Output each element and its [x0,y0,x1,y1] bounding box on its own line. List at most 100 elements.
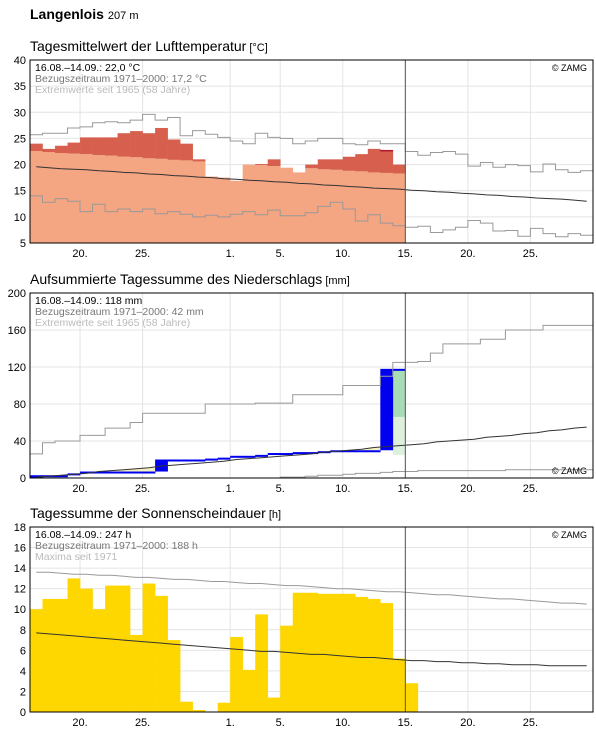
sunshine-bar [192,709,206,712]
temperature-bar-warm [92,137,106,156]
precipitation-unit: [mm] [325,275,350,287]
temperature-bar-warm [267,159,281,167]
precip-bar [130,471,143,474]
temperature-bar [392,173,406,243]
info-period-value: 16.08.–14.09.: 118 mm [35,295,142,307]
precip-surplus-light [392,445,406,455]
temperature-bar [230,180,243,243]
temperature-bar [217,177,231,243]
info-reference-period: Bezugszeitraum 1971–2000: 42 mm [35,306,204,318]
temperature-bar [280,167,294,243]
sunshine-bar [80,588,93,712]
temperature-chart: 40 35 30 25 20 15 10 5 20. 25. 1. 5. 10. 15. 20. 25. 16.… [14,55,594,260]
temperature-bar-warm [330,159,344,170]
temperature-bar [180,160,193,243]
precip-bar [55,475,68,478]
x-tick-label: 5. [276,717,285,729]
info-period-value: 16.08.–14.09.: 22,0 °C [35,62,141,74]
temperature-unit: [°C] [249,42,268,54]
precip-surplus-mid [392,416,406,446]
temperature-bar [80,154,93,243]
temperature-bar-warm [355,154,369,172]
precip-bar [180,459,193,462]
sunshine-bar [30,609,43,712]
precip-bar [355,450,369,453]
temperature-bar-warm [255,164,269,166]
precip-bar [305,452,319,455]
temperature-bar [30,150,43,243]
precip-bar [230,455,243,458]
sunshine-bar [155,595,168,712]
sunshine-bar [92,609,106,712]
y-tick-label: 2 [20,686,26,698]
info-extremes-note: Extremwerte seit 1965 (58 Jahre) [35,84,190,96]
y-tick-label: 25 [14,133,26,145]
x-tick-label: 20. [460,717,475,729]
temperature-bar [367,172,381,243]
plot-background [30,293,593,478]
precip-bar [267,453,281,456]
x-tick-label: 20. [72,248,87,260]
sunshine-bar [105,585,118,712]
temperature-bar-warm [30,143,43,151]
precip-deficit [355,449,369,451]
temperature-bar-warm [367,148,381,173]
sunshine-unit: [h] [268,509,282,521]
sunshine-bar [280,625,294,712]
sunshine-bar [292,592,306,712]
y-tick-label: 8 [20,625,26,637]
copyright-label: © ZAMG [552,63,587,73]
x-tick-label: 1. [226,248,235,260]
temperature-bar-warm [80,137,93,155]
precip-bar [117,471,131,474]
sunshine-bar [355,596,369,712]
precip-bar [205,458,218,461]
plot-border [29,526,594,713]
temperature-bar [67,153,81,243]
temperature-bar-warm [392,164,406,174]
temperature-bar-warm [55,145,68,154]
normal-line [36,426,587,478]
x-tick-label: 5. [276,483,285,495]
precip-bar [142,471,156,474]
sunshine-chart: 18 16 14 12 10 8 6 4 2 0 20. 25. 1. 5. 10. 15. 20. 25. 16.… [14,522,594,729]
y-tick-label: 40 [14,436,26,448]
x-tick-label: 20. [460,483,475,495]
y-tick-label: 0 [20,707,26,719]
normal-line [36,632,587,667]
precip-bar [255,454,269,457]
temperature-bar-warm [380,151,394,173]
max-line [36,571,587,605]
precip-surplus [392,368,406,417]
x-tick-label: 10. [335,717,350,729]
temperature-bar [242,164,256,243]
temperature-title-text: Tagesmittelwert der Lufttemperatur [30,38,247,54]
sunshine-bar [392,658,406,712]
copyright-label: © ZAMG [552,466,587,476]
normal-line [36,166,587,202]
temperature-bar-warm [305,164,319,169]
temperature-bar [130,157,143,243]
temperature-bar [342,170,356,243]
x-tick-label: 20. [72,483,87,495]
sunshine-bar [330,593,344,712]
precipitation-chart-title: Aufsummierte Tagessumme des Niederschlag… [30,271,350,287]
x-tick-label: 10. [335,248,350,260]
x-tick-label: 25. [135,248,150,260]
y-tick-label: 30 [14,107,26,119]
sunshine-bar [42,598,56,712]
temperature-bar [305,168,319,243]
y-tick-label: 35 [14,81,26,93]
precip-bar [105,471,118,474]
sunshine-bar [142,583,156,712]
x-tick-label: 5. [276,248,285,260]
sunshine-bar [367,598,381,712]
sunshine-bar [67,578,81,712]
temperature-bar [292,172,306,243]
temperature-bar-warm [67,142,81,154]
y-tick-label: 160 [8,325,26,337]
temperature-bar-warm [142,133,156,159]
copyright-label: © ZAMG [552,530,587,540]
y-tick-label: 4 [20,666,26,678]
precip-bar [392,368,406,371]
